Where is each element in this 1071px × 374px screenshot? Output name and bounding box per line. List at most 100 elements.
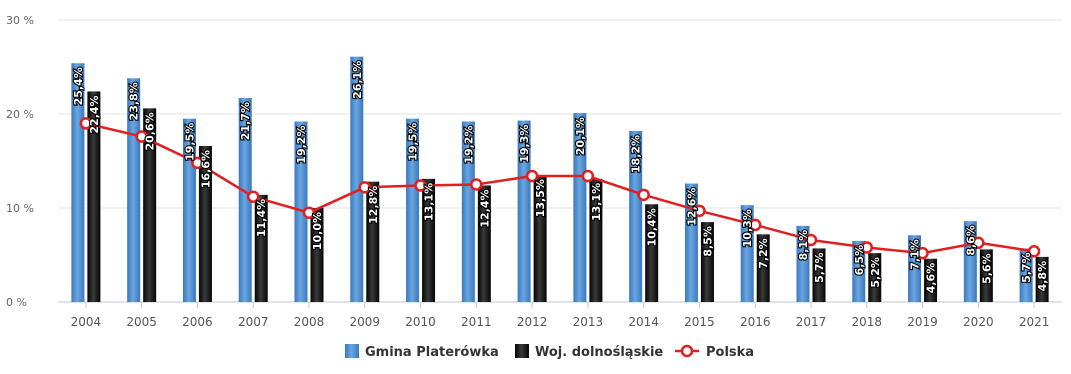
x-axis: 2004 2005 2006 2007 2008 2009 2010 2011 2012 2013… [71, 302, 1050, 329]
bars [71, 56, 1049, 303]
bar-gmina [1019, 248, 1033, 302]
line-point-polska [414, 179, 427, 192]
data-label-gmina: 8,6% [964, 225, 977, 256]
line-point-polska [860, 241, 874, 254]
x-tick-label: 2004 [71, 315, 102, 329]
bar-woj [700, 222, 714, 302]
data-label-woj: 10,0% [311, 212, 324, 250]
bar-woj [254, 194, 268, 302]
x-tick-label: 2009 [350, 315, 381, 329]
line-point-polska [1027, 244, 1041, 258]
data-label-gmina: 19,5% [407, 123, 420, 161]
data-label-woj: 11,4% [255, 199, 268, 237]
x-tick-label: 2007 [238, 315, 269, 329]
legend-label-gmina: Gmina Platerówka [365, 345, 499, 360]
data-label-gmina: 21,7% [239, 102, 252, 140]
x-tick-label: 2014 [628, 315, 659, 329]
x-tick-label: 2008 [294, 315, 325, 329]
bar-woj [533, 175, 547, 302]
bar-woj [366, 181, 380, 302]
line-point-polska [804, 233, 818, 247]
legend-label-polska: Polska [706, 345, 754, 360]
line-point-polska [302, 206, 316, 219]
x-tick-label: 2013 [573, 315, 604, 329]
data-label-gmina: 20,1% [574, 117, 587, 155]
bar-woj [868, 253, 882, 302]
bar-gmina [629, 130, 643, 302]
x-tick-label: 2006 [182, 315, 213, 329]
line-point-polska [525, 169, 539, 183]
x-tick-label: 2012 [517, 315, 548, 329]
legend-swatch-gmina [345, 344, 359, 358]
data-labels: 25,4%22,4% 23,8%20,6% 19,5%16,6%21,7%11,4%… [71, 60, 1050, 295]
data-label-gmina: 8,1% [797, 230, 810, 261]
line-point-polska [79, 117, 93, 130]
y-tick-label: 30 % [6, 14, 34, 27]
x-tick-label: 2019 [907, 315, 938, 329]
bar-gmina [852, 240, 866, 302]
legend: Gmina Platerówka Woj. dolnośląskie Polska [345, 344, 754, 360]
bar-woj [143, 108, 157, 302]
bar-woj [645, 204, 659, 302]
line-point-polska [916, 246, 929, 260]
bar-woj [924, 258, 938, 302]
x-tick-label: 2011 [461, 315, 492, 329]
data-label-gmina: 10,3% [741, 209, 754, 247]
data-label-woj: 10,4% [646, 208, 659, 246]
grid [58, 19, 1062, 303]
bar-gmina [461, 121, 475, 303]
data-label-gmina: 26,1% [351, 61, 364, 99]
line-point-polska [748, 218, 762, 232]
x-tick-label: 2015 [684, 315, 715, 329]
data-label-woj: 12,4% [478, 189, 491, 227]
line-point-polska [470, 178, 483, 191]
bar-woj [589, 178, 603, 302]
bar-gmina [294, 121, 308, 303]
x-tick-label: 2020 [963, 315, 994, 329]
data-label-gmina: 12,6% [685, 188, 698, 226]
bar-woj [198, 145, 212, 302]
data-label-gmina: 5,7% [1020, 252, 1033, 283]
x-tick-label: 2018 [852, 315, 883, 329]
data-label-gmina: 23,8% [128, 82, 141, 120]
y-axis: 0 % 10 % 20 % 30 % [6, 14, 34, 309]
legend-swatch-woj [515, 344, 529, 358]
data-label-woj: 4,8% [1036, 261, 1049, 292]
y-tick-label: 20 % [6, 108, 34, 121]
x-tick-label: 2005 [126, 315, 157, 329]
bar-gmina [796, 225, 810, 302]
x-tick-label: 2016 [740, 315, 771, 329]
data-label-gmina: 25,4% [72, 67, 85, 105]
x-tick-label: 2017 [796, 315, 827, 329]
legend-marker-polska [680, 344, 694, 358]
y-tick-label: 0 % [6, 296, 27, 309]
data-label-woj: 7,2% [757, 238, 770, 269]
bar-woj [87, 91, 101, 302]
data-label-gmina: 19,2% [462, 126, 475, 164]
line-point-polska [693, 204, 706, 218]
legend-label-woj: Woj. dolnośląskie [535, 345, 663, 360]
data-label-woj: 13,1% [423, 183, 436, 221]
line-point-polska [581, 169, 595, 183]
data-label-gmina: 6,5% [853, 245, 866, 276]
data-label-woj: 13,1% [590, 183, 603, 221]
bar-gmina [350, 56, 364, 302]
x-tick-label: 2010 [405, 315, 436, 329]
data-label-gmina: 19,5% [183, 123, 196, 161]
bar-woj [310, 208, 324, 302]
x-tick-label: 2021 [1019, 315, 1050, 329]
data-label-woj: 5,6% [980, 253, 993, 284]
line-point-polska [135, 130, 148, 143]
bar-gmina [238, 98, 252, 303]
line-series [79, 117, 1041, 260]
data-label-woj: 8,5% [701, 226, 714, 257]
line-point-polska [191, 156, 204, 170]
y-tick-label: 10 % [6, 202, 34, 215]
data-label-woj: 5,2% [869, 257, 882, 288]
bar-woj [422, 178, 436, 302]
bar-gmina [517, 120, 531, 302]
bar-gmina [740, 205, 754, 302]
bar-gmina [573, 113, 587, 302]
